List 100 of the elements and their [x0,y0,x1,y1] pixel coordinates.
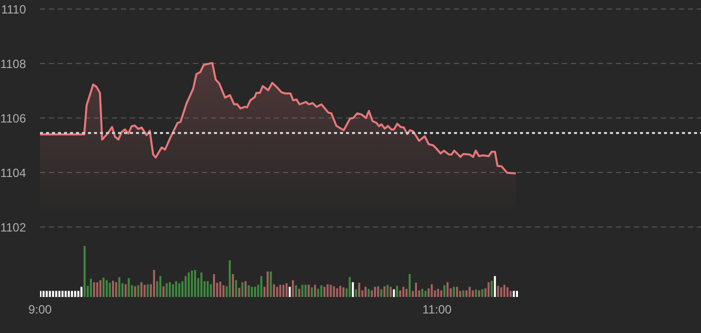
y-tick-label: 1104 [0,166,26,180]
bar [210,284,212,297]
bar [402,286,404,297]
bar [478,290,480,297]
bar [250,286,253,297]
bar [392,289,395,297]
bar [399,290,402,297]
bar [288,286,291,297]
bar [390,286,392,297]
bar [46,290,48,297]
bar [352,282,354,297]
bar [260,276,262,297]
bar [62,290,64,297]
bar [396,286,398,297]
bar [178,283,180,297]
bar [168,282,171,297]
bar [370,290,373,297]
bar [474,289,477,297]
bar [64,290,67,297]
bar [194,270,196,297]
bar [52,290,54,297]
bar [70,290,73,297]
bar [452,286,455,297]
bar [90,278,92,297]
bar [254,286,256,297]
bar [108,282,111,297]
bar [146,284,149,297]
bar [159,276,162,297]
bar [140,282,142,297]
bar [55,290,58,297]
bar [112,280,114,297]
bar [276,286,278,297]
bar [497,286,500,297]
bar [380,289,382,297]
bar [106,280,108,297]
bar [84,246,86,297]
bar [292,280,294,297]
bar [166,283,168,297]
bar [134,286,136,297]
bar [383,286,386,297]
x-tick-label: 9:00 [28,302,52,317]
bar [348,277,351,297]
bar [317,288,320,297]
y-tick-label: 1110 [1,2,26,16]
bar [488,282,490,297]
bar [228,260,231,297]
bar [118,277,120,297]
bar [93,282,96,297]
bar [459,290,462,297]
bar [368,288,370,297]
bar [172,284,174,297]
bar [468,286,471,297]
bar [430,284,433,297]
bar [374,286,376,297]
bar [144,284,146,297]
bar [421,288,424,297]
bar [512,290,515,297]
bar [490,280,493,297]
bar [415,282,417,297]
bar [219,282,222,297]
bar [175,281,178,297]
bar [437,288,440,297]
bar [408,274,411,297]
bar [77,290,80,297]
bar [355,289,358,297]
bar [304,284,307,297]
bar [506,287,509,297]
bar [96,282,98,297]
bar [266,272,269,297]
bar [472,290,474,297]
bar [200,272,202,297]
y-tick-label: 1106 [0,111,26,126]
bar [494,276,496,297]
bar [440,290,442,297]
bar [446,282,449,297]
bar [332,286,335,297]
bar [124,284,127,297]
bar [74,290,76,297]
bar [377,286,380,297]
bar [323,286,326,297]
bar [326,284,329,297]
bar [510,290,512,297]
bar [270,272,272,297]
bar [153,270,156,297]
bar [244,281,247,297]
bar [248,285,250,297]
bar [232,274,234,297]
bar [298,288,300,297]
bar [456,286,458,297]
bar [295,285,298,297]
bar [188,272,190,297]
bar [330,284,332,297]
bar [424,290,426,297]
bar [481,289,484,297]
bar [115,282,118,297]
bar [241,282,244,297]
x-tick-label: 11:00 [422,302,452,317]
bar [386,284,389,297]
bar [406,288,408,297]
bar [503,284,506,297]
